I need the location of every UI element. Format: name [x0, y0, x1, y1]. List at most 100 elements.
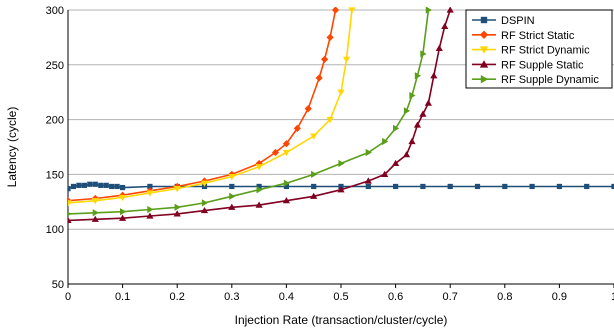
data-point	[147, 205, 154, 214]
data-point	[310, 192, 318, 199]
data-point	[315, 74, 323, 82]
data-point	[310, 133, 318, 140]
data-point	[68, 200, 72, 207]
legend-swatch-marker	[479, 30, 489, 39]
data-point	[98, 182, 104, 188]
data-point	[147, 183, 153, 190]
data-point	[146, 212, 154, 219]
x-tick-label: 0.2	[170, 291, 185, 303]
data-point	[326, 117, 334, 124]
data-point	[173, 210, 181, 217]
data-point	[393, 124, 400, 132]
data-point	[474, 183, 481, 190]
x-tick-label: 0.5	[333, 291, 348, 303]
data-point	[348, 7, 356, 14]
data-point	[255, 201, 263, 208]
x-tick-label: 0.6	[388, 291, 403, 303]
data-point	[529, 183, 535, 190]
data-point	[393, 183, 399, 190]
legend-swatch-marker	[479, 46, 489, 54]
x-tick-label: 0.8	[497, 291, 512, 303]
data-point	[447, 183, 453, 190]
data-point	[282, 140, 290, 148]
data-point	[119, 194, 127, 202]
legend-label: RF Supple Static	[501, 59, 584, 71]
legend: DSPIN RF Strict Static RF Strict Dynamic RF…	[465, 9, 613, 89]
data-point	[283, 179, 290, 187]
data-point	[293, 124, 301, 132]
series-rf-strict-dynamic	[68, 7, 356, 207]
y-tick-label: 300	[46, 5, 64, 17]
x-tick-label: 1	[611, 291, 614, 303]
legend-label: RF Strict Static	[501, 30, 575, 42]
data-point	[365, 148, 372, 157]
data-point	[425, 7, 432, 14]
legend-swatch-marker	[480, 75, 489, 84]
data-point	[282, 149, 290, 157]
series-line	[68, 9, 353, 204]
series-dspin	[68, 181, 614, 192]
data-point	[337, 89, 345, 96]
data-point	[68, 216, 72, 224]
data-point	[365, 183, 371, 190]
data-point	[103, 182, 109, 188]
data-point	[91, 215, 99, 222]
data-point	[200, 206, 209, 214]
data-point	[424, 99, 432, 106]
data-point	[256, 183, 262, 190]
x-tick-labels: 0 0.1 0.2 0.3 0.4 0.5 0.6 0.7 0.8 0.9 1	[65, 291, 614, 303]
data-point	[338, 159, 345, 168]
y-tick-labels: 50 100 150 200 250 300	[46, 5, 64, 291]
data-point	[381, 170, 389, 177]
data-point	[200, 180, 209, 187]
legend-label: RF Supple Dynamic	[501, 74, 599, 86]
data-point	[408, 137, 416, 145]
data-point	[584, 183, 590, 190]
x-tick-label: 0.4	[279, 291, 294, 303]
data-point	[81, 182, 87, 188]
x-tick-label: 0.7	[443, 291, 458, 303]
data-point	[441, 22, 449, 30]
x-tick-label: 0.9	[552, 291, 567, 303]
data-point	[228, 203, 236, 210]
data-point	[403, 107, 411, 115]
data-point	[70, 183, 77, 190]
data-point	[119, 214, 127, 221]
data-point	[271, 148, 280, 157]
data-point	[419, 110, 427, 117]
data-point	[283, 183, 289, 190]
data-point	[201, 199, 209, 207]
data-point	[114, 183, 120, 190]
x-tick-label: 0	[65, 291, 71, 303]
legend-label: DSPIN	[501, 15, 535, 27]
data-point	[120, 208, 127, 216]
data-point	[91, 198, 99, 205]
data-point	[430, 72, 438, 79]
data-point	[392, 159, 400, 167]
data-point	[331, 7, 340, 14]
data-point	[337, 186, 345, 193]
data-point	[342, 56, 351, 63]
data-point	[311, 170, 318, 178]
data-point	[229, 183, 235, 190]
data-point	[109, 183, 115, 190]
x-axis-title: Injection Rate (transaction/cluster/cycl…	[235, 313, 448, 327]
data-point	[256, 186, 263, 194]
series-rf-supple-dynamic	[68, 7, 432, 217]
data-point	[321, 55, 329, 63]
data-point	[364, 177, 372, 184]
y-axis-title: Latency (cycle)	[5, 107, 19, 188]
data-point	[173, 186, 181, 193]
data-point	[68, 211, 72, 216]
y-tick-label: 150	[46, 169, 64, 181]
series-layer	[68, 7, 614, 224]
data-point	[68, 186, 71, 192]
data-point	[382, 137, 389, 146]
data-point	[502, 183, 508, 190]
data-point	[228, 173, 236, 181]
data-point	[413, 121, 422, 128]
data-point	[92, 181, 98, 187]
data-point	[174, 203, 181, 211]
data-point	[556, 183, 562, 190]
